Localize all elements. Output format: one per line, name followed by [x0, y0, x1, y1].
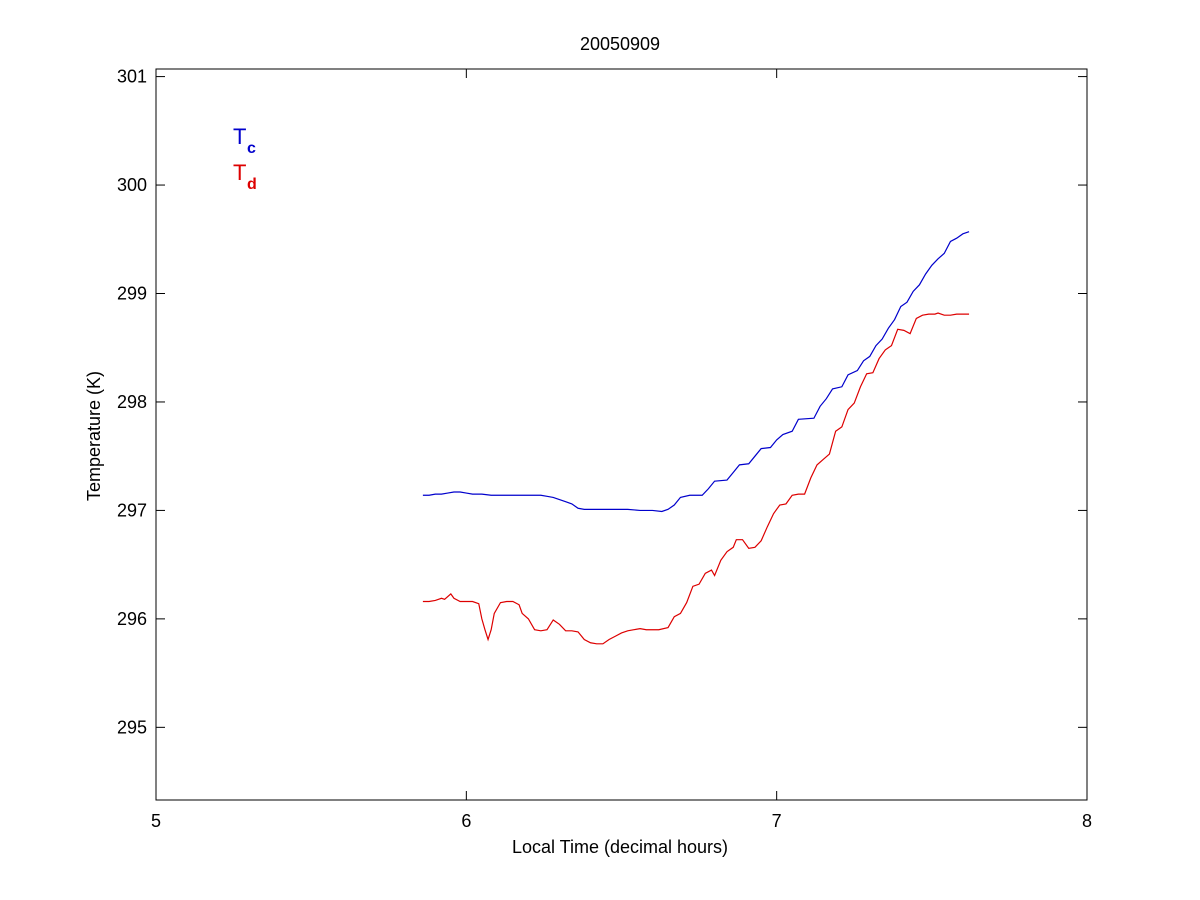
y-tick-label: 301 [117, 67, 147, 87]
x-tick-label: 7 [772, 811, 782, 831]
y-tick-label: 298 [117, 392, 147, 412]
y-tick-label: 297 [117, 500, 147, 520]
series-layer [422, 231, 970, 645]
legend-subscript-c: c [247, 140, 256, 157]
plot-area-frame [155, 68, 1088, 801]
legend-subscript-d: d [247, 176, 257, 193]
x-tick-label: 8 [1082, 811, 1092, 831]
y-tick-label: 299 [117, 284, 147, 304]
x-axis-label: Local Time (decimal hours) [512, 837, 728, 857]
axis-ticks: 5 6 7 8 295 296 297 298 299 300 301 [117, 67, 1092, 831]
y-tick-label: 296 [117, 609, 147, 629]
y-tick-label: 295 [117, 717, 147, 737]
x-tick-label: 6 [461, 811, 471, 831]
chart-title: 20050909 [580, 34, 660, 54]
legend-entry-d: T [233, 160, 246, 185]
series-line-d [422, 312, 970, 645]
legend-entry-c: T [233, 124, 246, 149]
y-tick-label: 300 [117, 175, 147, 195]
y-axis-label: Temperature (K) [84, 371, 104, 501]
x-tick-label: 5 [151, 811, 161, 831]
series-line-c [422, 231, 970, 513]
